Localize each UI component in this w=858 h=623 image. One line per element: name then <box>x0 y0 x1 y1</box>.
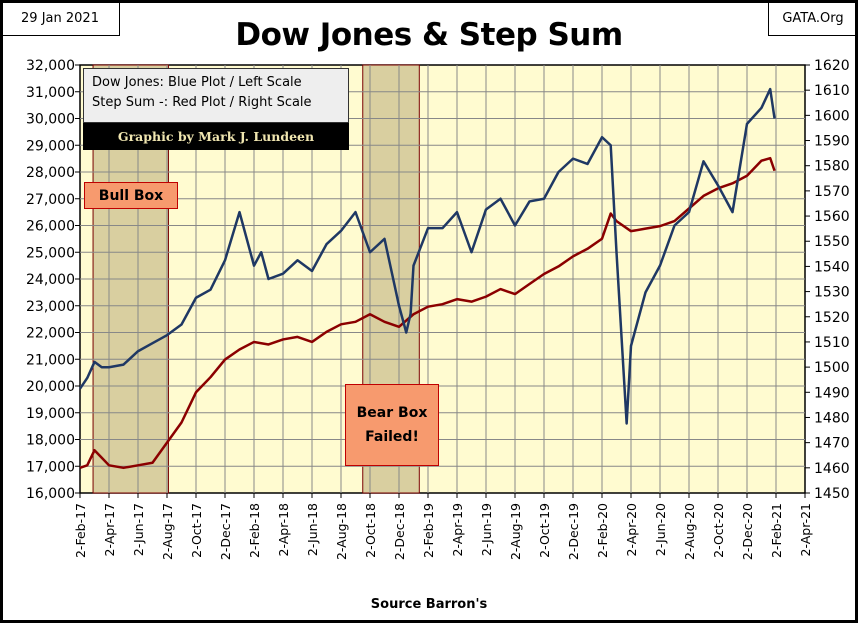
right-tick-label: 1570 <box>814 184 850 200</box>
x-tick-label: 2-Aug-18 <box>334 503 349 560</box>
x-tick-label: 2-Apr-19 <box>450 503 465 556</box>
x-tick-label: 2-Feb-17 <box>73 503 88 558</box>
right-tick-label: 1540 <box>814 259 850 275</box>
date-label: 29 Jan 2021 <box>21 10 99 26</box>
left-tick-label: 17,000 <box>26 459 75 475</box>
right-tick-label: 1610 <box>814 83 850 99</box>
left-tick-label: 27,000 <box>26 192 75 208</box>
bull-box-label: Bull Box <box>84 182 178 209</box>
legend-box: Dow Jones: Blue Plot / Left Scale Step S… <box>83 68 349 123</box>
left-tick-label: 28,000 <box>26 165 75 181</box>
left-tick-label: 22,000 <box>26 326 75 342</box>
left-tick-label: 23,000 <box>26 299 75 315</box>
right-tick-label: 1500 <box>814 360 850 376</box>
right-tick-label: 1480 <box>814 410 850 426</box>
left-tick-label: 19,000 <box>26 406 75 422</box>
right-tick-label: 1550 <box>814 234 850 250</box>
x-tick-label: 2-Jun-17 <box>131 503 146 556</box>
bear-box-label: Bear Box Failed! <box>345 384 439 466</box>
x-tick-label: 2-Apr-18 <box>276 503 291 556</box>
legend-dow: Dow Jones: Blue Plot / Left Scale <box>92 75 302 90</box>
x-tick-label: 2-Jun-20 <box>653 503 668 556</box>
x-tick-label: 2-Oct-19 <box>537 503 552 558</box>
x-tick-label: 2-Dec-17 <box>218 503 233 560</box>
x-tick-label: 2-Jun-18 <box>305 503 320 556</box>
x-tick-label: 2-Aug-17 <box>160 503 175 560</box>
right-tick-label: 1450 <box>814 486 850 502</box>
date-box: 29 Jan 2021 <box>3 3 120 36</box>
x-axis-title: Source Barron's <box>370 597 488 612</box>
x-tick-label: 2-Apr-17 <box>102 503 117 556</box>
right-tick-label: 1490 <box>814 385 850 401</box>
left-tick-label: 29,000 <box>26 138 75 154</box>
x-tick-label: 2-Feb-21 <box>769 503 784 558</box>
left-tick-label: 25,000 <box>26 245 75 261</box>
x-tick-label: 2-Apr-20 <box>624 503 639 556</box>
legend-step: Step Sum -: Red Plot / Right Scale <box>92 95 312 110</box>
left-tick-label: 16,000 <box>26 486 75 502</box>
left-tick-label: 26,000 <box>26 219 75 235</box>
x-tick-label: 2-Oct-20 <box>711 503 726 558</box>
right-tick-label: 1520 <box>814 310 850 326</box>
x-tick-label: 2-Feb-19 <box>421 503 436 558</box>
right-tick-label: 1470 <box>814 436 850 452</box>
right-tick-label: 1560 <box>814 209 850 225</box>
right-tick-label: 1590 <box>814 134 850 150</box>
site-label: GATA.Org <box>782 10 844 26</box>
left-tick-label: 24,000 <box>26 272 75 288</box>
x-tick-label: 2-Apr-21 <box>798 503 813 556</box>
step-sum-line <box>79 156 776 470</box>
right-tick-label: 1460 <box>814 461 850 477</box>
x-tick-label: 2-Feb-18 <box>247 503 262 558</box>
dow-jones-line <box>78 87 776 425</box>
right-tick-label: 1580 <box>814 159 850 175</box>
bear-box-line1: Bear Box <box>356 405 428 421</box>
x-tick-label: 2-Dec-18 <box>392 503 407 560</box>
x-tick-label: 2-Oct-18 <box>363 503 378 558</box>
right-tick-label: 1530 <box>814 285 850 301</box>
right-tick-label: 1600 <box>814 108 850 124</box>
left-tick-label: 32,000 <box>26 58 75 74</box>
left-tick-label: 30,000 <box>26 112 75 128</box>
x-tick-label: 2-Dec-19 <box>566 503 581 560</box>
left-tick-label: 31,000 <box>26 85 75 101</box>
x-tick-label: 2-Aug-19 <box>508 503 523 560</box>
chart-title: Dow Jones & Step Sum <box>235 17 623 53</box>
right-tick-label: 1620 <box>814 58 850 74</box>
credit-banner: Graphic by Mark J. Lundeen <box>83 123 349 150</box>
left-tick-label: 20,000 <box>26 379 75 395</box>
x-tick-label: 2-Feb-20 <box>595 503 610 558</box>
x-tick-label: 2-Dec-20 <box>740 503 755 560</box>
right-tick-label: 1510 <box>814 335 850 351</box>
left-tick-label: 21,000 <box>26 352 75 368</box>
bear-box-line2: Failed! <box>365 429 419 445</box>
x-tick-label: 2-Jun-19 <box>479 503 494 556</box>
site-box: GATA.Org <box>768 3 855 36</box>
x-tick-label: 2-Oct-17 <box>189 503 204 558</box>
x-tick-label: 2-Aug-20 <box>682 503 697 560</box>
left-tick-label: 18,000 <box>26 433 75 449</box>
